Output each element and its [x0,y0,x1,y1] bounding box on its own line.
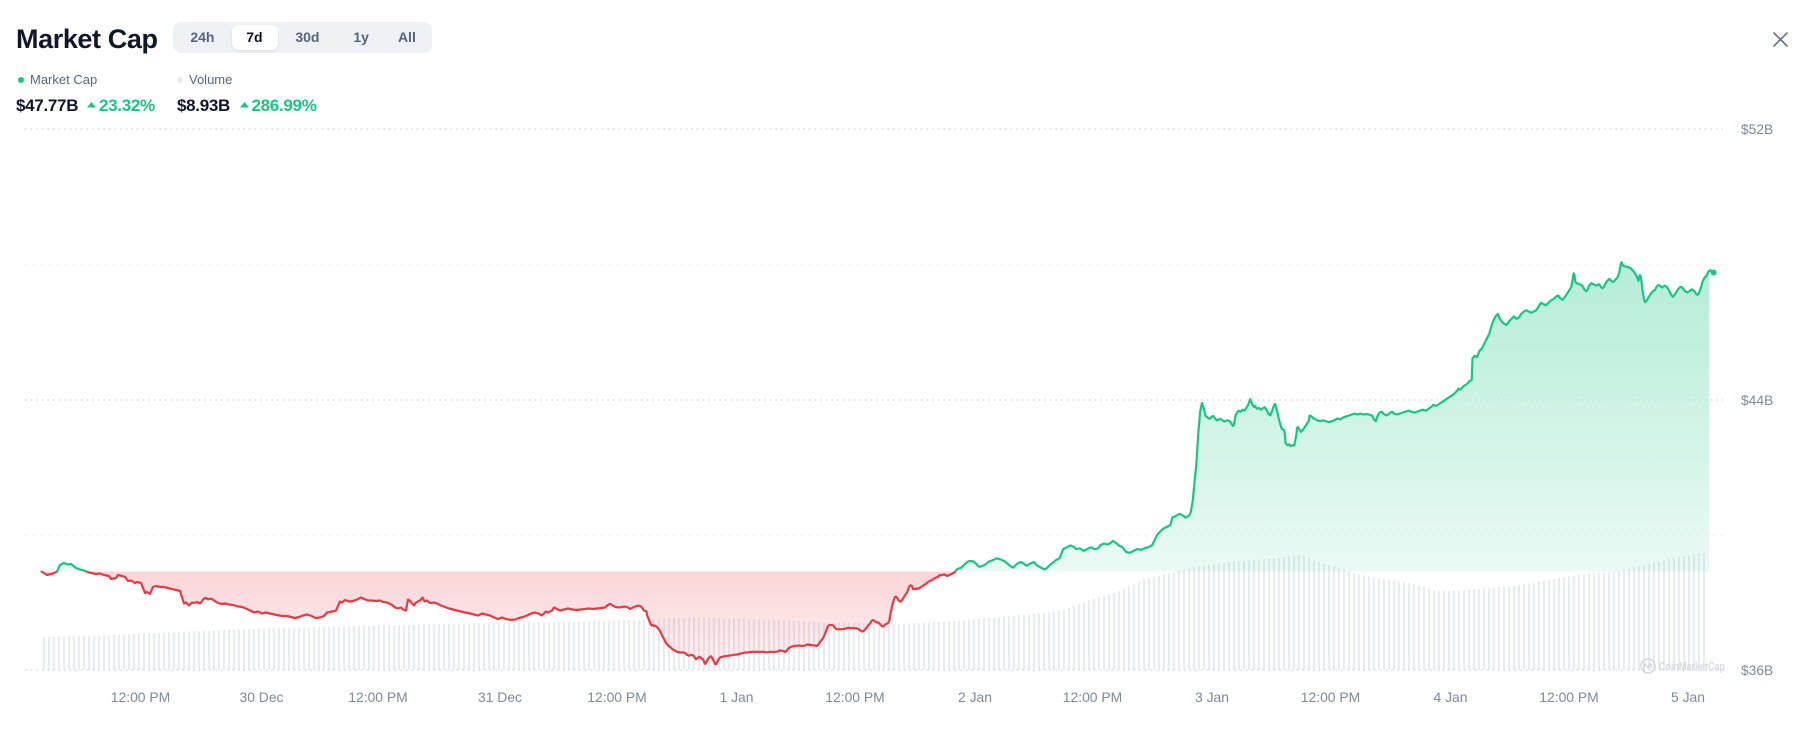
svg-text:CoinMarketCap: CoinMarketCap [1659,661,1725,674]
